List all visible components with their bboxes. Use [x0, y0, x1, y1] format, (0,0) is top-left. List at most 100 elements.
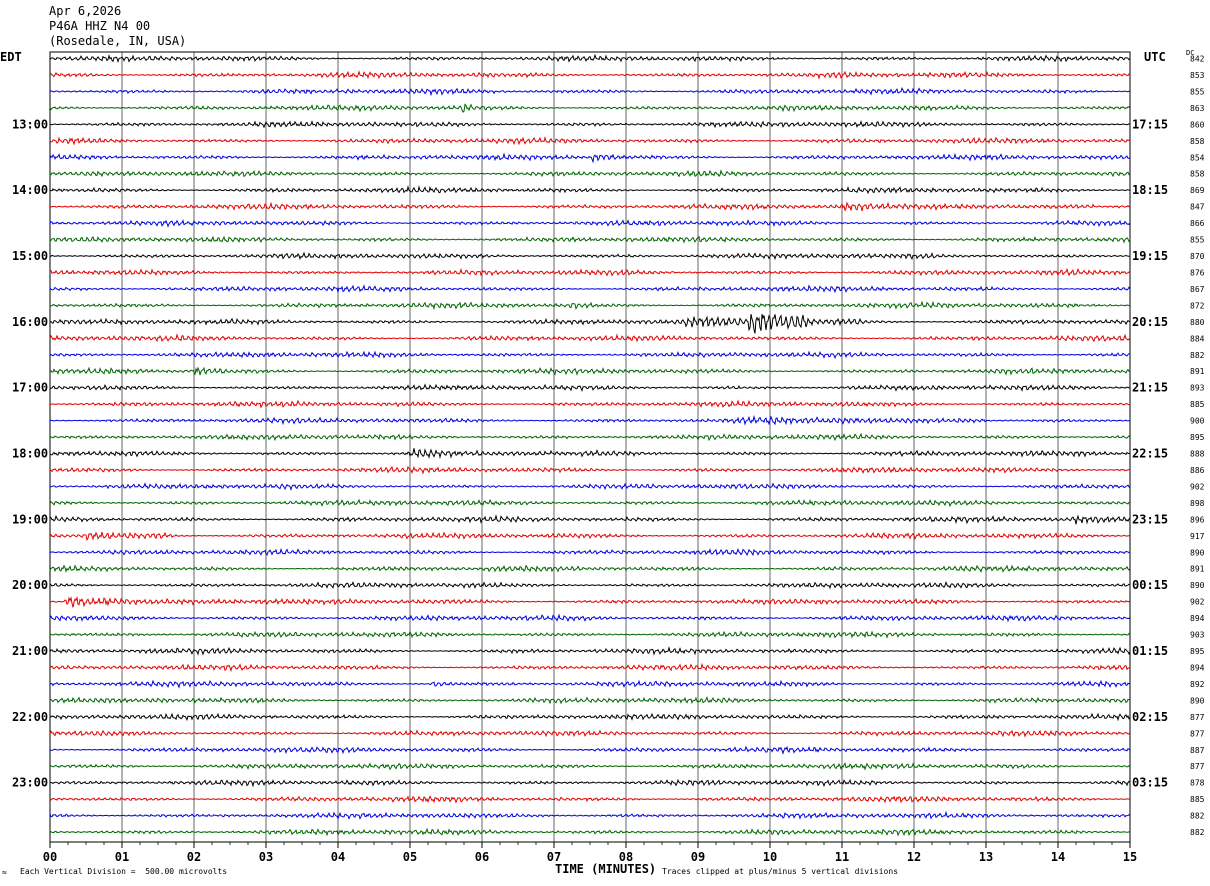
dc-offset-value: 847 — [1190, 203, 1205, 212]
dc-offset-value: 893 — [1190, 384, 1205, 393]
seismic-trace-38 — [49, 679, 1131, 689]
dc-offset-value: 877 — [1190, 713, 1205, 722]
dc-offset-value: 867 — [1190, 285, 1205, 294]
dc-offset-value: 855 — [1190, 236, 1205, 245]
right-hour-label: 00:15 — [1132, 578, 1168, 592]
seismic-trace-28 — [49, 513, 1131, 525]
dc-label: DC — [1186, 49, 1195, 57]
dc-offset-value: 869 — [1190, 186, 1205, 195]
seismic-trace-7 — [49, 169, 1131, 178]
seismic-trace-36 — [49, 645, 1131, 656]
seismic-trace-0 — [49, 53, 1131, 63]
seismic-trace-39 — [50, 696, 1131, 705]
dc-offset-value: 890 — [1190, 548, 1205, 557]
seismic-trace-19 — [49, 366, 1131, 376]
seismic-trace-14 — [49, 284, 1131, 294]
dc-offset-value: 895 — [1190, 433, 1205, 442]
seismic-trace-34 — [49, 613, 1131, 623]
seismic-trace-40 — [49, 712, 1131, 722]
right-hour-label: 22:15 — [1132, 447, 1168, 461]
dc-offset-value: 885 — [1190, 400, 1205, 409]
dc-offset-value: 896 — [1190, 515, 1205, 524]
dc-offset-value: 860 — [1190, 120, 1205, 129]
seismic-trace-23 — [49, 432, 1131, 442]
seismic-trace-18 — [49, 350, 1131, 360]
seismic-trace-33 — [49, 595, 1131, 608]
seismic-trace-5 — [49, 135, 1131, 146]
left-hour-label: 20:00 — [12, 578, 48, 592]
seismic-trace-37 — [49, 662, 1131, 673]
seismic-trace-20 — [49, 383, 1131, 392]
dc-offset-value: 878 — [1190, 779, 1205, 788]
dc-offset-value: 902 — [1190, 482, 1205, 491]
left-hour-label: 15:00 — [12, 249, 48, 263]
x-tick-label: 09 — [691, 850, 705, 864]
seismic-trace-2 — [49, 87, 1131, 97]
dc-offset-value: 877 — [1190, 762, 1205, 771]
x-tick-label: 02 — [187, 850, 201, 864]
left-hour-label: 17:00 — [12, 381, 48, 395]
seismic-trace-15 — [49, 300, 1131, 311]
seismic-trace-43 — [49, 762, 1131, 771]
right-hour-label: 21:15 — [1132, 381, 1168, 395]
seismic-trace-12 — [49, 251, 1131, 261]
corner-mark: ≈ — [2, 868, 7, 877]
left-hour-label: 21:00 — [12, 644, 48, 658]
dc-offset-value: 882 — [1190, 812, 1205, 821]
dc-offset-value: 890 — [1190, 581, 1205, 590]
dc-offset-value: 877 — [1190, 729, 1205, 738]
x-tick-label: 00 — [43, 850, 57, 864]
seismic-trace-17 — [49, 333, 1131, 343]
x-tick-label: 13 — [979, 850, 993, 864]
date-label: Apr 6,2026 — [49, 4, 122, 18]
left-hour-label: 18:00 — [12, 447, 48, 461]
right-timezone-label: UTC — [1144, 50, 1166, 64]
seismic-trace-47 — [49, 827, 1131, 837]
x-tick-label: 11 — [835, 850, 849, 864]
seismic-trace-21 — [49, 399, 1131, 409]
dc-offset-value: 903 — [1190, 631, 1205, 640]
seismic-trace-26 — [49, 482, 1131, 491]
left-timezone-label: EDT — [0, 50, 22, 64]
seismic-trace-31 — [49, 564, 1131, 573]
dc-offset-value: 854 — [1190, 153, 1205, 162]
x-tick-label: 06 — [475, 850, 489, 864]
seismic-trace-13 — [49, 267, 1131, 277]
right-hour-label: 01:15 — [1132, 644, 1168, 658]
seismic-trace-27 — [49, 498, 1131, 508]
dc-offset-value: 894 — [1190, 663, 1205, 672]
dc-offset-value: 855 — [1190, 87, 1205, 96]
x-tick-label: 08 — [619, 850, 633, 864]
seismic-trace-10 — [49, 219, 1131, 228]
seismic-trace-32 — [49, 580, 1131, 590]
right-hour-label: 23:15 — [1132, 512, 1168, 526]
dc-offset-value: 858 — [1190, 137, 1205, 146]
seismic-trace-11 — [49, 235, 1131, 244]
dc-offset-value: 891 — [1190, 565, 1205, 574]
seismic-trace-16 — [49, 313, 1131, 334]
x-tick-label: 07 — [547, 850, 561, 864]
dc-offset-value: 853 — [1190, 71, 1205, 80]
dc-offset-value: 892 — [1190, 680, 1205, 689]
dc-offset-value: 894 — [1190, 614, 1205, 623]
left-hour-label: 14:00 — [12, 183, 48, 197]
right-hour-label: 20:15 — [1132, 315, 1168, 329]
dc-offset-value: 880 — [1190, 318, 1205, 327]
seismic-trace-1 — [49, 70, 1131, 80]
seismic-trace-42 — [49, 745, 1131, 755]
dc-offset-value: 895 — [1190, 647, 1205, 656]
dc-offset-value: 863 — [1190, 104, 1205, 113]
seismic-trace-45 — [49, 795, 1131, 804]
dc-offset-value: 888 — [1190, 450, 1205, 459]
x-tick-label: 14 — [1051, 850, 1065, 864]
x-axis-label: TIME (MINUTES) — [555, 862, 657, 876]
seismic-trace-46 — [49, 810, 1131, 820]
seismic-trace-8 — [49, 185, 1131, 195]
clip-note: Traces clipped at plus/minus 5 vertical … — [662, 867, 899, 876]
dc-offset-value: 882 — [1190, 351, 1205, 360]
dc-offset-value: 858 — [1190, 170, 1205, 179]
seismic-trace-30 — [49, 547, 1131, 557]
dc-offset-value: 870 — [1190, 252, 1205, 261]
x-tick-label: 05 — [403, 850, 417, 864]
